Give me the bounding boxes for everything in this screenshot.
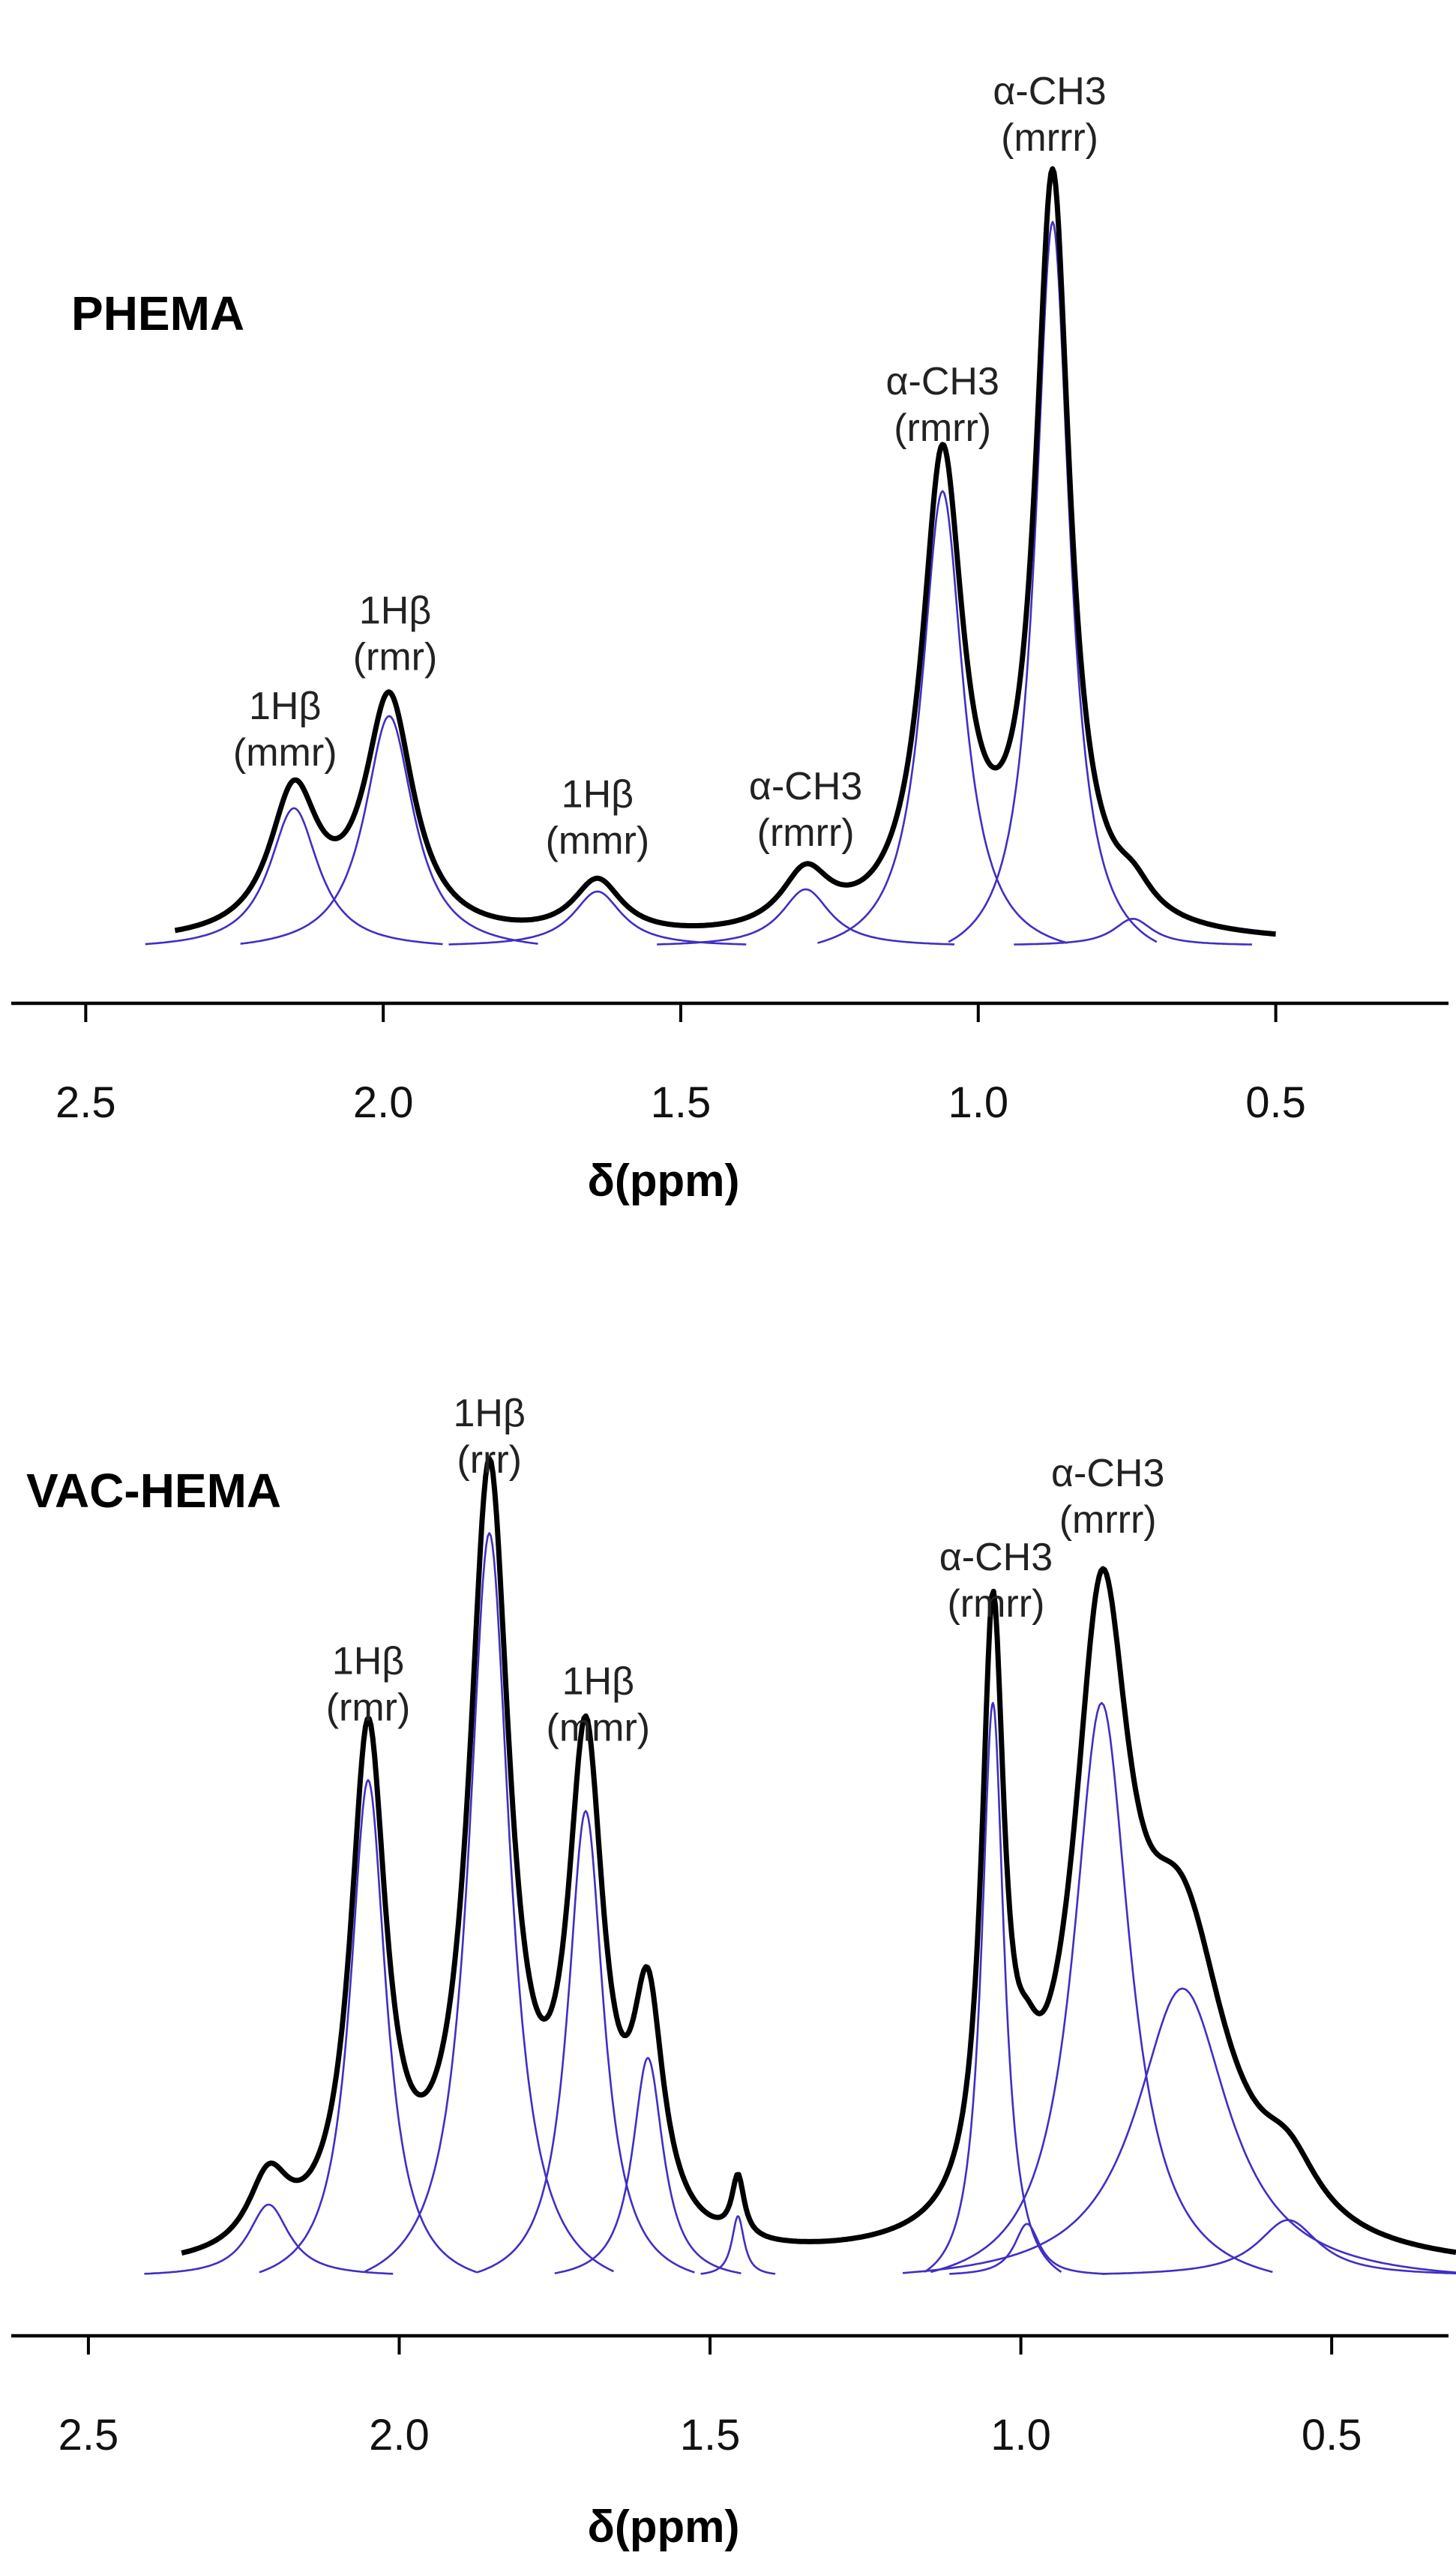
peak-annotation: 1Hβ [454, 1392, 526, 1435]
summed-spectrum-line [174, 166, 1277, 937]
panel-title: VAC-HEMA [26, 1464, 281, 1518]
peak-annotation: 1Hβ [249, 685, 321, 728]
component-peak [700, 2215, 776, 2275]
peak-annotation: (mmr) [546, 819, 650, 862]
component-peak [259, 1779, 478, 2274]
x-tick-label: 1.0 [948, 1078, 1008, 1127]
peak-annotation: (rrr) [457, 1438, 522, 1482]
component-peak [948, 220, 1158, 943]
peak-annotation: α-CH3 [993, 70, 1106, 113]
component-peak [924, 1701, 1062, 2273]
peak-annotation: α-CH3 [885, 360, 999, 403]
x-tick-label: 2.5 [58, 2411, 119, 2460]
component-peak [145, 807, 443, 946]
component-peak [1101, 2219, 1456, 2275]
component-peak [1014, 918, 1252, 946]
peak-annotation: 1Hβ [332, 1640, 404, 1683]
x-tick-label: 0.5 [1302, 2411, 1362, 2460]
component-peak [657, 888, 954, 946]
peak-annotation: (mmr) [547, 1706, 651, 1749]
panel-title: PHEMA [71, 286, 244, 340]
component-peak [144, 2203, 394, 2275]
x-tick-label: 2.5 [55, 1078, 116, 1127]
peak-annotation: 1Hβ [359, 589, 431, 633]
peak-annotation: (rmr) [326, 1686, 411, 1730]
component-peak [240, 715, 538, 945]
peak-annotation: 1Hβ [562, 1659, 634, 1703]
x-tick-label: 1.5 [651, 1078, 712, 1127]
peak-annotation: (rmrr) [757, 811, 855, 855]
peak-annotation: (rmrr) [947, 1582, 1044, 1626]
peak-annotation: α-CH3 [939, 1536, 1053, 1579]
component-peak [949, 2223, 1105, 2275]
component-peak [817, 490, 1068, 944]
peak-annotation: (rmrr) [894, 406, 991, 450]
peak-annotation: (rmr) [353, 636, 438, 679]
component-peak [476, 1809, 695, 2274]
peak-annotation: (mrrr) [1059, 1498, 1157, 1542]
component-peak [554, 2057, 741, 2274]
x-tick-label: 2.0 [369, 2411, 430, 2460]
summed-spectrum-line [181, 1455, 1456, 2256]
peak-annotation: α-CH3 [749, 765, 862, 808]
component-peak [902, 1987, 1456, 2274]
peak-annotation: (mmr) [233, 731, 337, 775]
x-tick-label: 2.0 [353, 1078, 414, 1127]
x-axis-label: δ(ppm) [588, 2502, 740, 2552]
x-tick-label: 0.5 [1245, 1078, 1306, 1127]
x-tick-label: 1.0 [990, 2411, 1051, 2460]
peak-annotation: α-CH3 [1051, 1452, 1164, 1495]
x-tick-label: 1.5 [680, 2411, 741, 2460]
peak-annotation: (mrrr) [1001, 116, 1098, 160]
x-axis-label: δ(ppm) [588, 1156, 740, 1206]
peak-annotation: 1Hβ [562, 772, 634, 816]
component-peak [364, 1532, 615, 2273]
component-peak [930, 1701, 1273, 2274]
